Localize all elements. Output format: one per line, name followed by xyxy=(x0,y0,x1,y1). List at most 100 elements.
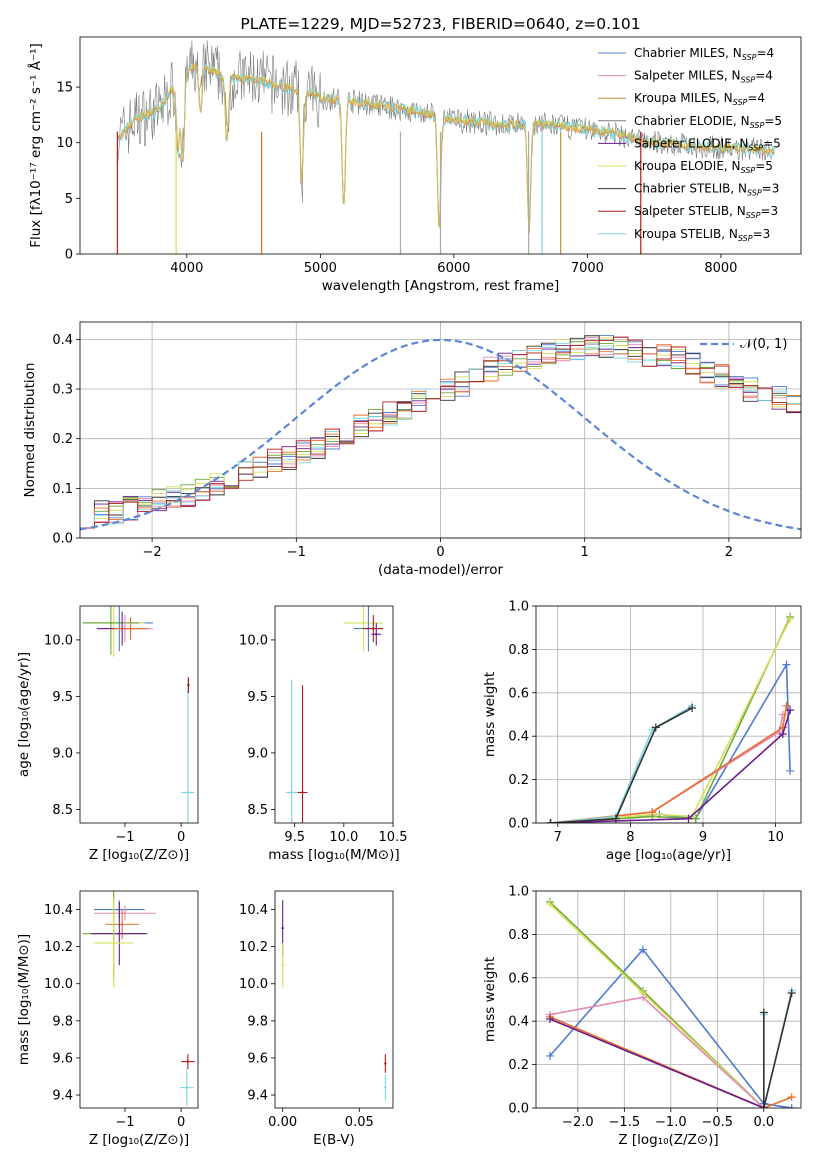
axes-frame xyxy=(79,321,802,539)
residual-histogram xyxy=(80,336,801,529)
x-tick-label: 2 xyxy=(725,545,733,560)
weight-series-line xyxy=(550,705,693,823)
weight-series-line xyxy=(549,1016,792,1108)
weight-series-line xyxy=(550,707,693,823)
legend-entry-label: Kroupa MILES, NSSP=4 xyxy=(634,91,765,107)
y-axis-label: mass [log₁₀(M/M⊙)] xyxy=(16,934,32,1065)
y-tick-label: 10.4 xyxy=(239,903,268,918)
x-tick-label: 0.00 xyxy=(268,1115,297,1130)
weight-marker xyxy=(782,701,791,710)
y-tick-label: 10.0 xyxy=(44,977,73,992)
weight-marker xyxy=(611,814,620,823)
data-point xyxy=(301,791,304,794)
x-tick-label: 7000 xyxy=(571,261,604,276)
weight-marker xyxy=(651,723,660,732)
data-point xyxy=(281,926,284,930)
legend-entry-label: Kroupa STELIB, NSSP=3 xyxy=(634,227,770,243)
y-tick-label: 0.8 xyxy=(508,643,529,658)
x-axis-label: mass [log₁₀(M/M⊙)] xyxy=(268,847,399,863)
weight-series-line xyxy=(549,948,792,1108)
y-tick-label: 0.0 xyxy=(508,1102,529,1117)
data-point xyxy=(129,627,132,630)
weight-marker xyxy=(787,988,796,997)
x-tick-label: 10.5 xyxy=(379,830,408,845)
x-tick-label: −2 xyxy=(143,545,162,560)
y-tick-label: 9.4 xyxy=(247,1089,268,1104)
y-tick-label: 15 xyxy=(56,81,73,96)
data-point xyxy=(372,627,375,630)
weight-series-line xyxy=(550,709,791,823)
weight-marker xyxy=(759,1008,768,1017)
y-tick-label: 10 xyxy=(56,136,73,151)
x-tick-label: 1 xyxy=(581,545,589,560)
y-tick-label: 10.0 xyxy=(239,633,268,648)
y-tick-label: 5 xyxy=(65,192,73,207)
x-tick-label: −0.5 xyxy=(702,1115,734,1130)
data-point xyxy=(123,912,127,915)
axes-frame xyxy=(79,890,199,1109)
y-tick-label: 9.4 xyxy=(52,1089,73,1104)
x-tick-label: −1.0 xyxy=(655,1115,687,1130)
y-axis-label: Flux [fλ10⁻¹⁷ erg cm⁻² s⁻¹ Å⁻¹] xyxy=(27,43,44,248)
weight-series-line xyxy=(550,618,791,823)
weight-marker xyxy=(786,615,795,624)
x-tick-label: 0 xyxy=(177,830,185,845)
data-point xyxy=(186,791,190,794)
y-tick-label: 9.5 xyxy=(52,690,73,705)
weight-marker xyxy=(688,703,697,712)
y-tick-label: 0.6 xyxy=(508,971,529,986)
data-point xyxy=(112,941,115,945)
weight-marker xyxy=(545,900,554,909)
weight-marker xyxy=(638,993,647,1002)
legend-entry-label: Salpeter MILES, NSSP=4 xyxy=(634,69,773,85)
weight-marker xyxy=(545,1015,554,1024)
y-tick-label: 0.4 xyxy=(52,333,73,348)
spectrum-panel: 4000 5000 6000 7000 8000 0 5 10 15 wavelength [An… xyxy=(27,15,802,294)
x-axis-label: E(B-V) xyxy=(313,1132,355,1148)
x-tick-label: 4000 xyxy=(170,261,203,276)
x-tick-label: 0.0 xyxy=(753,1115,774,1130)
mass_vs_EBV-panel: 0.00 0.05 9.4 9.6 9.8 10.0 10.2 10.4 E(B-V) xyxy=(239,890,394,1148)
y-tick-label: 0.8 xyxy=(508,928,529,943)
y-tick-label: 9.8 xyxy=(52,1014,73,1029)
y-axis-label: mass weight xyxy=(482,672,498,757)
x-tick-label: 9.5 xyxy=(284,830,305,845)
axes-frame xyxy=(274,890,394,1109)
x-tick-label: −1.5 xyxy=(609,1115,641,1130)
y-tick-label: 0.2 xyxy=(508,773,529,788)
x-axis-label: wavelength [Angstrom, rest frame] xyxy=(322,278,560,294)
weight-series-line xyxy=(549,1018,765,1108)
weight-marker xyxy=(786,706,795,715)
model-spectrum-elodie xyxy=(117,61,775,231)
weight-marker xyxy=(684,814,693,823)
axes-frame xyxy=(535,890,802,1109)
weight_vs_Z-panel: −2.0 −1.5 −1.0 −0.5 0.0 0.0 0.2 0.4 0.6 0.8 1.0 Z [… xyxy=(482,885,802,1148)
y-tick-label: 9.0 xyxy=(52,746,73,761)
legend-entry-label: Chabrier MILES, NSSP=4 xyxy=(634,46,774,62)
data-point xyxy=(187,683,190,687)
y-tick-label: 0 xyxy=(65,248,73,263)
y-tick-label: 9.6 xyxy=(52,1051,73,1066)
weight-marker xyxy=(545,1051,554,1060)
y-tick-label: 0.1 xyxy=(52,482,73,497)
y-tick-label: 0.0 xyxy=(52,532,73,547)
y-tick-label: 9.6 xyxy=(247,1051,268,1066)
axes-frame xyxy=(535,605,802,824)
y-tick-label: 9.5 xyxy=(247,690,268,705)
spectrum-plot-area xyxy=(116,40,775,254)
weight-marker xyxy=(648,808,657,817)
x-tick-label: 0.05 xyxy=(345,1115,374,1130)
axes-frame xyxy=(79,605,199,824)
x-tick-label: 0 xyxy=(436,545,444,560)
weight-series-line xyxy=(763,992,793,1108)
x-tick-label: 8000 xyxy=(704,261,737,276)
x-tick-label: 0 xyxy=(177,1115,185,1130)
age_vs_Z-panel: −1 0 8.5 9.0 9.5 10.0 Z [log₁₀(Z/Z⊙)] age [log₁… xyxy=(16,605,199,863)
y-tick-label: 0.4 xyxy=(508,1015,529,1030)
weight-marker xyxy=(786,766,795,775)
x-axis-label: Z [log₁₀(Z/Z⊙)] xyxy=(89,1132,189,1148)
x-tick-label: 10.0 xyxy=(329,830,358,845)
y-axis-label: Normed distribution xyxy=(22,363,38,498)
y-axis-label: age [log₁₀(age/yr)] xyxy=(16,652,32,777)
